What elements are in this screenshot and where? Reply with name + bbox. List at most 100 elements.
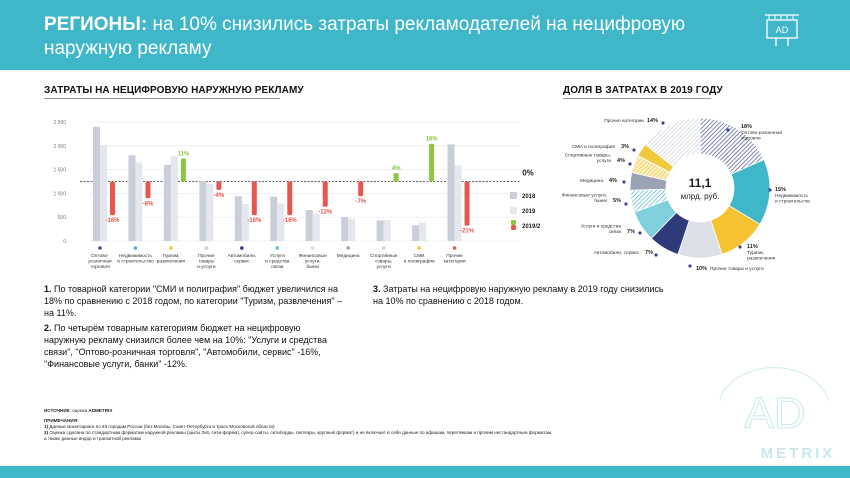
- bar-2019: [312, 213, 320, 241]
- donut-label-dot: [622, 180, 626, 184]
- category-marker-icon: [452, 246, 457, 250]
- category-label: Финансовые услуги, банки: [299, 253, 327, 270]
- billboard-logo-icon: AD: [765, 14, 799, 46]
- donut-chart-title: ДОЛЯ В ЗАТРАТАХ В 2019 ГОДУ: [563, 85, 723, 96]
- donut-label-dot: [628, 162, 632, 166]
- bar-2018: [199, 181, 207, 241]
- bar-2019: [277, 203, 285, 241]
- title-bold: РЕГИОНЫ:: [44, 14, 148, 35]
- category-label: Туризм, развлечения: [157, 253, 186, 265]
- bar-2018: [447, 144, 455, 241]
- bar-chart-title: ЗАТРАТЫ НА НЕЦИФРОВУЮ НАРУЖНУЮ РЕКЛАМУ: [44, 85, 304, 96]
- change-label: -16%: [105, 218, 120, 224]
- change-label: -7%: [355, 199, 366, 205]
- donut-center-unit: млрд. руб.: [681, 192, 720, 201]
- category-label: Оптово-розничная торговля: [88, 253, 112, 270]
- change-bar: [180, 158, 186, 182]
- change-bar: [287, 181, 293, 216]
- category-label: СМИ и полиграфия: [404, 253, 435, 265]
- bar-2019: [241, 203, 249, 241]
- bar-2018: [305, 210, 313, 241]
- footnote-2-text: Оценка сделана по стандартным форматам н…: [48, 430, 553, 435]
- change-label: -21%: [460, 229, 475, 235]
- donut-slice-label: Автомобили, сервис: [594, 250, 640, 256]
- change-bar: [464, 181, 470, 226]
- legend-swatch-2018: [510, 192, 517, 199]
- change-label: -16%: [283, 218, 298, 224]
- donut-slice-label: Недвижимость и строительство: [775, 193, 810, 205]
- change-bar: [110, 181, 115, 216]
- bar-2019: [206, 183, 214, 241]
- note-1-num: 1.: [44, 284, 52, 294]
- legend-change: 2019/2018: [522, 224, 540, 230]
- change-label: -8%: [143, 201, 154, 207]
- donut-slice-pct: 11%: [747, 244, 758, 250]
- bar-2019: [383, 220, 391, 241]
- bar-chart: 0 500 1 000 1 500 2 000 2 500 0% -16% Оптово-роз…: [53, 120, 540, 270]
- bar-2018: [341, 217, 349, 241]
- bar-2018: [128, 155, 136, 241]
- admetrix-watermark-logo: AD METRIX: [719, 367, 836, 462]
- donut-slice-label: Прочие товары и услуги: [710, 266, 764, 272]
- bar-2018: [376, 220, 384, 241]
- donut-label-dot: [688, 264, 692, 268]
- donut-slice: [644, 117, 701, 168]
- bar-2018: [163, 164, 171, 241]
- donut-slice-pct: 3%: [621, 144, 629, 150]
- change-label: -12%: [318, 210, 333, 216]
- footnote-1-num: 1): [44, 424, 49, 429]
- donut-slice-pct: 14%: [647, 118, 658, 124]
- category-label: Медицина: [337, 253, 360, 259]
- category-marker-icon: [417, 246, 421, 250]
- note-2-num: 2.: [44, 323, 52, 333]
- donut-slice-pct: 15%: [775, 187, 786, 193]
- category-marker-icon: [381, 246, 386, 250]
- category-marker-icon: [310, 246, 315, 250]
- change-bar: [251, 181, 257, 216]
- change-label: 4%: [392, 166, 401, 172]
- category-label: Автомобили, сервис: [227, 253, 256, 265]
- donut-slice-pct: 7%: [627, 229, 635, 235]
- category-marker-icon: [98, 246, 102, 250]
- y-tick-label: 1 000: [53, 191, 66, 197]
- category-marker-icon: [169, 246, 173, 250]
- bar-2019: [348, 218, 356, 241]
- donut-slice-pct: 10%: [696, 266, 707, 272]
- donut-slice-label: Оптово-розничная торговля: [741, 130, 783, 142]
- note-1-text: По товарной категории "СМИ и полиграфия"…: [44, 284, 343, 318]
- donut-label-dot: [632, 148, 636, 152]
- note-2-text: По четырём товарным категориям бюджет на…: [44, 323, 327, 369]
- watermark-metrix: METRIX: [761, 445, 836, 462]
- category-label: Недвижимость и строительство: [117, 253, 154, 265]
- donut-slice-pct: 4%: [617, 158, 625, 164]
- donut-label-dot: [624, 202, 628, 206]
- donut-slice-label: Спортивные товары, услуги: [565, 153, 612, 165]
- donut-slice-pct: 7%: [645, 250, 653, 256]
- donut-label-dot: [768, 188, 772, 192]
- y-tick-label: 2 000: [53, 144, 66, 150]
- zero-change-label: 0%: [522, 169, 534, 178]
- watermark-ad: AD: [744, 389, 805, 438]
- donut-slice-pct: 4%: [609, 178, 617, 184]
- legend-2018: 2018: [522, 194, 536, 200]
- bar-2018: [234, 196, 242, 241]
- footnote-1-text: Данные мониторинга по 48 городам России …: [48, 424, 275, 429]
- source-brand: ADMETRIX: [88, 408, 113, 413]
- donut-slice-pct: 5%: [613, 198, 621, 204]
- footnote-2: 2) Оценка сделана по стандартным формата…: [44, 430, 684, 436]
- change-label: -4%: [214, 193, 225, 199]
- donut-slice-label: Услуги и средства связи: [581, 224, 622, 236]
- change-label: 11%: [178, 151, 190, 157]
- category-marker-icon: [346, 246, 350, 250]
- category-label: Спортивные товары, услуги: [370, 253, 398, 270]
- change-bar: [145, 181, 151, 199]
- donut-label-dot: [654, 253, 658, 257]
- change-bar: [358, 181, 364, 197]
- donut-chart-title-rule: [563, 98, 711, 99]
- footnote-1: 1) Данные мониторинга по 48 городам Росс…: [44, 424, 664, 430]
- donut-label-dot: [661, 121, 665, 125]
- source-label: ИСТОЧНИК:: [44, 408, 71, 413]
- donut-center-value: 11,1: [689, 176, 712, 190]
- donut-slice-label: Прочие категории: [604, 118, 644, 124]
- bottom-bar: [0, 466, 850, 478]
